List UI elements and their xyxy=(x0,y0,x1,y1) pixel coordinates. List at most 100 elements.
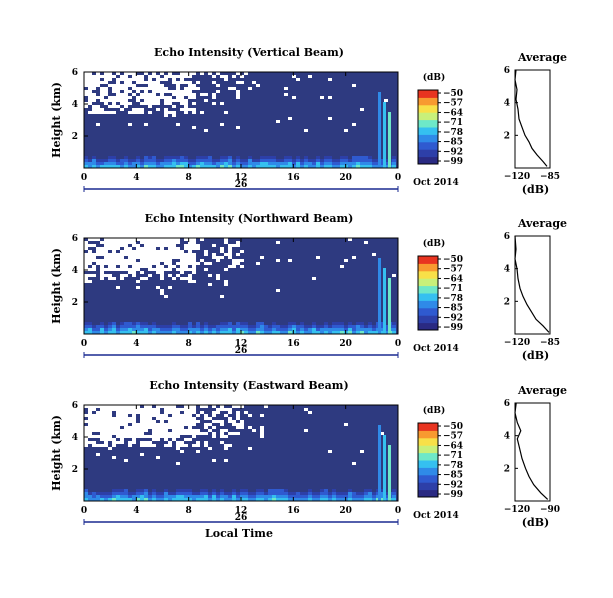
panel2-echo-cell xyxy=(232,331,236,334)
panel2-data-gap xyxy=(180,265,184,268)
panel2-data-gap xyxy=(188,241,192,244)
panel1-data-gap xyxy=(116,96,120,99)
panel3-data-gap xyxy=(124,426,128,429)
panel1-data-gap xyxy=(84,105,88,108)
panel1-echo-cell xyxy=(208,162,212,165)
panel3-data-gap xyxy=(100,438,104,441)
panel3-echo-cell xyxy=(124,498,128,501)
panel3-echo-cell xyxy=(296,498,300,501)
panel2-echo-cell xyxy=(332,328,336,331)
panel2-data-gap xyxy=(348,238,352,241)
panel2-data-gap xyxy=(92,256,96,259)
panel2-echo-cell xyxy=(380,322,384,325)
panel1-data-gap xyxy=(192,126,196,129)
panel3-data-gap xyxy=(184,417,188,420)
panel3-data-gap xyxy=(144,414,148,417)
panel3-echo-cell xyxy=(224,498,228,501)
panel1-data-gap xyxy=(164,108,168,111)
panel3-data-gap xyxy=(188,405,192,408)
panel2-data-gap xyxy=(256,262,260,265)
panel2-data-gap xyxy=(312,277,316,280)
panel1-average-xlabel: (dB) xyxy=(522,183,549,196)
panel1-data-gap xyxy=(328,78,332,81)
panel2-echo-cell xyxy=(172,325,176,328)
panel3-echo-cell xyxy=(324,492,328,495)
panel3-data-gap xyxy=(148,444,152,447)
panel2-echo-cell xyxy=(328,328,332,331)
panel1-data-gap xyxy=(164,114,168,117)
panel1-colorbar-tick-label: −99 xyxy=(443,157,463,167)
panel2-echo-cell xyxy=(252,328,256,331)
panel1-echo-cell xyxy=(228,165,232,168)
panel1-data-gap xyxy=(88,78,92,81)
panel1-data-gap xyxy=(88,93,92,96)
panel2-data-gap xyxy=(152,241,156,244)
panel2-echo-cell xyxy=(220,322,224,325)
panel2-data-gap xyxy=(196,247,200,250)
panel1-data-gap xyxy=(144,93,148,96)
panel3-echo-cell xyxy=(216,495,220,498)
panel2-data-gap xyxy=(148,238,152,241)
panel2-data-gap xyxy=(240,265,244,268)
panel3-data-gap xyxy=(260,426,264,429)
panel3-data-gap xyxy=(156,423,160,426)
panel3-echo-cell xyxy=(152,498,156,501)
panel2-data-gap xyxy=(136,265,140,268)
panel2-echo-cell xyxy=(224,325,228,328)
panel2-data-gap xyxy=(152,262,156,265)
panel3-data-gap xyxy=(236,411,240,414)
panel3-data-gap xyxy=(132,435,136,438)
panel3-echo-cell xyxy=(324,498,328,501)
panel2-data-gap xyxy=(84,247,88,250)
panel3-xtick-label: 8 xyxy=(186,506,192,516)
panel2-data-gap xyxy=(104,268,108,271)
panel1-data-gap xyxy=(188,75,192,78)
panel1-data-gap xyxy=(96,72,100,75)
panel2-echo-cell xyxy=(392,325,396,328)
panel2-echo-cell xyxy=(92,328,96,331)
panel3-data-gap xyxy=(212,426,216,429)
panel2-data-gap xyxy=(208,274,212,277)
panel2-data-gap xyxy=(120,244,124,247)
panel1-data-gap xyxy=(116,78,120,81)
panel3-data-gap xyxy=(196,432,200,435)
panel2-echo-cell xyxy=(88,322,92,325)
panel1-echo-cell xyxy=(172,156,176,159)
panel3-data-gap xyxy=(168,444,172,447)
panel3-data-gap xyxy=(168,432,172,435)
panel1-colorbar-band xyxy=(418,97,438,106)
panel2-data-gap xyxy=(192,262,196,265)
panel1-echo-cell xyxy=(140,159,144,162)
panel3-echo-cell xyxy=(232,495,236,498)
panel2-data-gap xyxy=(192,268,196,271)
panel2-echo-cell xyxy=(188,325,192,328)
panel3-data-gap xyxy=(108,429,112,432)
panel3-data-gap xyxy=(224,429,228,432)
panel3-data-gap xyxy=(112,444,116,447)
panel2-echo-cell xyxy=(252,331,256,334)
panel1-data-gap xyxy=(148,81,152,84)
panel1-data-gap xyxy=(124,75,128,78)
panel3-data-gap xyxy=(152,426,156,429)
panel1-echo-cell xyxy=(372,165,376,168)
panel2-data-gap xyxy=(164,256,168,259)
panel2-echo-cell xyxy=(112,328,116,331)
panel3-data-gap xyxy=(132,411,136,414)
panel2-echo-cell xyxy=(332,322,336,325)
panel2-echo-cell xyxy=(196,331,200,334)
panel2-data-gap xyxy=(112,238,116,241)
panel2-data-gap xyxy=(96,262,100,265)
panel3-average-xlabel: (dB) xyxy=(522,516,549,529)
panel2-echo-cell xyxy=(104,325,108,328)
panel2-data-gap xyxy=(136,238,140,241)
panel3-ytick-label: 4 xyxy=(72,433,78,443)
panel3-data-gap xyxy=(140,435,144,438)
panel3-echo-cell xyxy=(196,495,200,498)
panel3-data-gap xyxy=(84,420,88,423)
panel3-echo-cell xyxy=(372,495,376,498)
panel3-echo-cell xyxy=(96,498,100,501)
panel3-echo-cell xyxy=(232,489,236,492)
panel2-echo-cell xyxy=(364,331,368,334)
panel1-echo-cell xyxy=(224,162,228,165)
panel3-data-gap xyxy=(192,432,196,435)
